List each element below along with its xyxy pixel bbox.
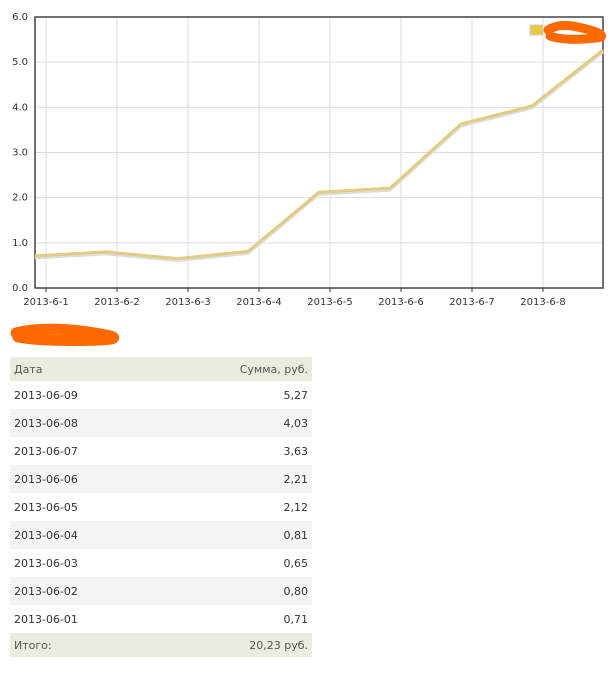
table-row: 2013-06-05 2,12 bbox=[10, 493, 312, 521]
table-row: 2013-06-04 0,81 bbox=[10, 521, 312, 549]
table-cell: 2013-06-07 bbox=[14, 444, 78, 458]
y-tick-label: 1.0 bbox=[12, 238, 28, 249]
table-row: 2013-06-09 5,27 bbox=[10, 381, 312, 409]
x-tick-label: 2013-6-4 bbox=[236, 297, 281, 308]
table-cell: 2,12 bbox=[283, 500, 309, 514]
y-tick-label: 5.0 bbox=[12, 57, 28, 68]
table-cell: 2013-06-09 bbox=[14, 388, 78, 402]
table-cell: 0,65 bbox=[283, 556, 309, 570]
table-cell: 2013-06-04 bbox=[10, 521, 157, 549]
table-row: 2013-06-06 2,21 bbox=[10, 465, 312, 493]
table-cell: Итого: bbox=[10, 633, 157, 657]
x-tick-label: 2013-6-2 bbox=[94, 297, 139, 308]
x-tick-label: 2013-6-7 bbox=[449, 297, 494, 308]
table-row: 2013-06-02 0,80 bbox=[10, 577, 312, 605]
redacted-heading bbox=[10, 323, 120, 347]
table-cell: 0,81 bbox=[156, 521, 312, 549]
table-cell: 5,27 bbox=[283, 388, 309, 402]
table-cell: Сумма, руб. bbox=[156, 357, 312, 381]
table-cell: 2013-06-08 bbox=[10, 409, 157, 437]
table-row: 2013-06-07 3,63 bbox=[10, 437, 312, 465]
redacted-legend-label bbox=[543, 20, 606, 44]
table-cell: 2,21 bbox=[156, 465, 312, 493]
x-tick-label: 2013-6-1 bbox=[23, 297, 68, 308]
y-tick-label: 3.0 bbox=[12, 148, 28, 159]
table-cell: 2013-06-03 bbox=[14, 556, 78, 570]
redaction bbox=[10, 323, 120, 347]
x-tick-label: 2013-6-6 bbox=[378, 297, 423, 308]
y-tick-label: 6.0 bbox=[12, 12, 28, 23]
table-cell: 2013-06-05 bbox=[14, 500, 78, 514]
legend-swatch bbox=[529, 24, 544, 36]
table-cell: 2013-06-02 bbox=[10, 577, 157, 605]
table-cell: 4,03 bbox=[156, 409, 312, 437]
table-row: Дата Сумма, руб. bbox=[10, 357, 312, 381]
table-cell: 3,63 bbox=[283, 444, 309, 458]
line-shadow bbox=[34, 50, 604, 263]
y-tick-label: 2.0 bbox=[12, 193, 28, 204]
table-cell: Дата bbox=[10, 357, 157, 381]
table-cell: 20,23 руб. bbox=[156, 633, 312, 657]
x-tick-label: 2013-6-8 bbox=[520, 297, 565, 308]
x-tick-label: 2013-6-3 bbox=[165, 297, 210, 308]
table-cell: 0,71 bbox=[283, 612, 309, 626]
table-row: 2013-06-01 0,71 bbox=[10, 605, 312, 633]
table-cell: 2013-06-01 bbox=[14, 612, 78, 626]
x-tick-label: 2013-6-5 bbox=[307, 297, 352, 308]
table-row: Итого: 20,23 руб. bbox=[10, 633, 312, 657]
line bbox=[34, 48, 604, 261]
chart: 0.0 1.0 2.0 3.0 4.0 5.0 6.0 2013-6-1 2013-6-2 201… bbox=[12, 12, 606, 308]
y-tick-label: 0.0 bbox=[12, 283, 28, 294]
table-cell: 0,80 bbox=[156, 577, 312, 605]
table-row: 2013-06-08 4,03 bbox=[10, 409, 312, 437]
data-table: Дата Сумма, руб. 2013-06-09 5,27 2013-06-08 4… bbox=[10, 357, 312, 657]
table-row: 2013-06-03 0,65 bbox=[10, 549, 312, 577]
y-tick-label: 4.0 bbox=[12, 102, 28, 113]
plot-border bbox=[34, 16, 604, 289]
table-cell: 2013-06-06 bbox=[10, 465, 157, 493]
